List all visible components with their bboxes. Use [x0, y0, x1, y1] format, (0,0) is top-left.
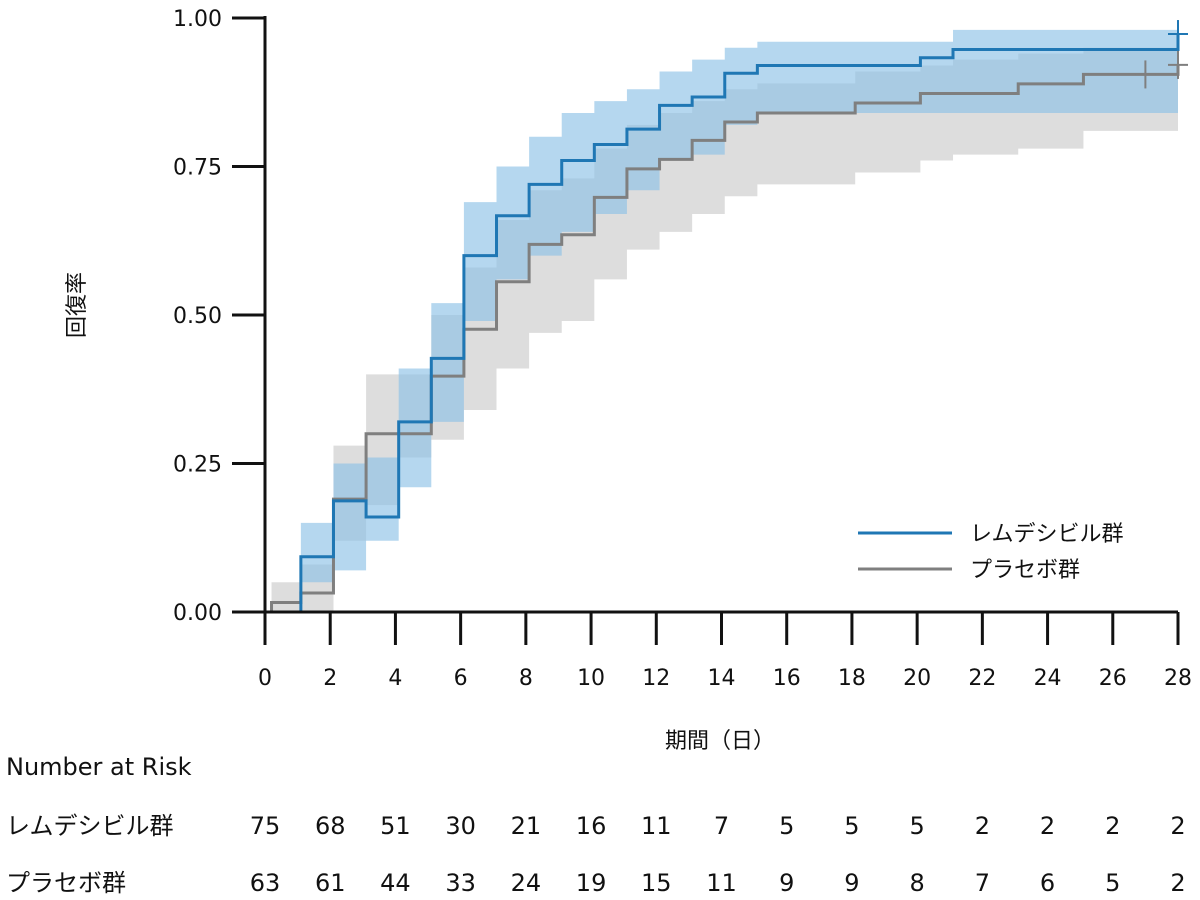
x-tick-label-0: 0	[258, 666, 272, 691]
x-tick-label-1: 2	[323, 666, 337, 691]
risk-row-label-0: レムデシビル群	[6, 812, 174, 840]
risk-value-1-1: 61	[315, 869, 346, 897]
risk-value-1-5: 19	[576, 869, 607, 897]
x-tick-label-7: 14	[708, 666, 736, 691]
risk-value-0-14: 2	[1170, 812, 1185, 840]
x-tick-label-8: 16	[773, 666, 801, 691]
risk-row-label-1: プラセボ群	[6, 869, 126, 897]
risk-value-1-13: 5	[1105, 869, 1120, 897]
survival-curves	[265, 34, 1180, 614]
risk-value-0-2: 51	[380, 812, 411, 840]
risk-value-1-14: 2	[1170, 869, 1185, 897]
censor-marks	[1135, 20, 1188, 89]
x-tick-label-10: 20	[903, 666, 931, 691]
risk-value-0-0: 75	[250, 812, 281, 840]
risk-value-1-6: 15	[641, 869, 672, 897]
risk-value-0-1: 68	[315, 812, 346, 840]
y-tick-label-3: 0.75	[173, 156, 222, 181]
series-line-0	[265, 34, 1180, 614]
x-tick-label-14: 28	[1164, 666, 1192, 691]
x-tick-label-3: 6	[454, 666, 468, 691]
risk-value-0-10: 5	[910, 812, 925, 840]
x-tick-label-13: 26	[1099, 666, 1127, 691]
x-tick-label-11: 22	[968, 666, 996, 691]
risk-value-0-4: 21	[511, 812, 542, 840]
x-tick-label-2: 4	[388, 666, 402, 691]
y-tick-label-2: 0.50	[173, 304, 222, 329]
risk-value-1-4: 24	[511, 869, 542, 897]
y-tick-label-1: 0.25	[173, 453, 222, 478]
risk-value-0-5: 16	[576, 812, 607, 840]
tick-labels: 0.000.250.500.751.000 2 4 6 8 10 12 14 16 18 20 22 2…	[173, 7, 1192, 691]
risk-value-1-8: 9	[779, 869, 794, 897]
risk-value-1-2: 44	[380, 869, 411, 897]
x-tick-label-12: 24	[1034, 666, 1062, 691]
risk-value-0-6: 11	[641, 812, 672, 840]
risk-value-1-11: 7	[975, 869, 990, 897]
risk-table-title: Number at Risk	[6, 753, 192, 781]
legend-label-0: レムデシビル群	[970, 522, 1124, 547]
x-tick-label-6: 12	[642, 666, 670, 691]
risk-value-1-7: 11	[706, 869, 737, 897]
risk-value-1-9: 9	[844, 869, 859, 897]
axes	[232, 16, 1180, 645]
y-axis-title: 回復率	[65, 272, 90, 338]
risk-value-1-3: 33	[445, 869, 476, 897]
risk-value-0-8: 5	[779, 812, 794, 840]
y-tick-label-0: 0.00	[173, 601, 222, 626]
x-axis-title: 期間（日）	[665, 729, 775, 754]
risk-value-0-3: 30	[445, 812, 476, 840]
x-tick-label-4: 8	[519, 666, 533, 691]
risk-value-1-10: 8	[910, 869, 925, 897]
y-tick-label-4: 1.00	[173, 7, 222, 32]
legend-label-1: プラセボ群	[970, 558, 1080, 583]
x-tick-label-5: 10	[577, 666, 605, 691]
risk-value-0-9: 5	[844, 812, 859, 840]
risk-value-0-11: 2	[975, 812, 990, 840]
risk-value-0-7: 7	[714, 812, 729, 840]
series-line-1	[265, 64, 1180, 614]
x-tick-label-9: 18	[838, 666, 866, 691]
risk-value-1-12: 6	[1040, 869, 1055, 897]
risk-value-1-0: 63	[250, 869, 281, 897]
risk-value-0-13: 2	[1105, 812, 1120, 840]
risk-value-0-12: 2	[1040, 812, 1055, 840]
